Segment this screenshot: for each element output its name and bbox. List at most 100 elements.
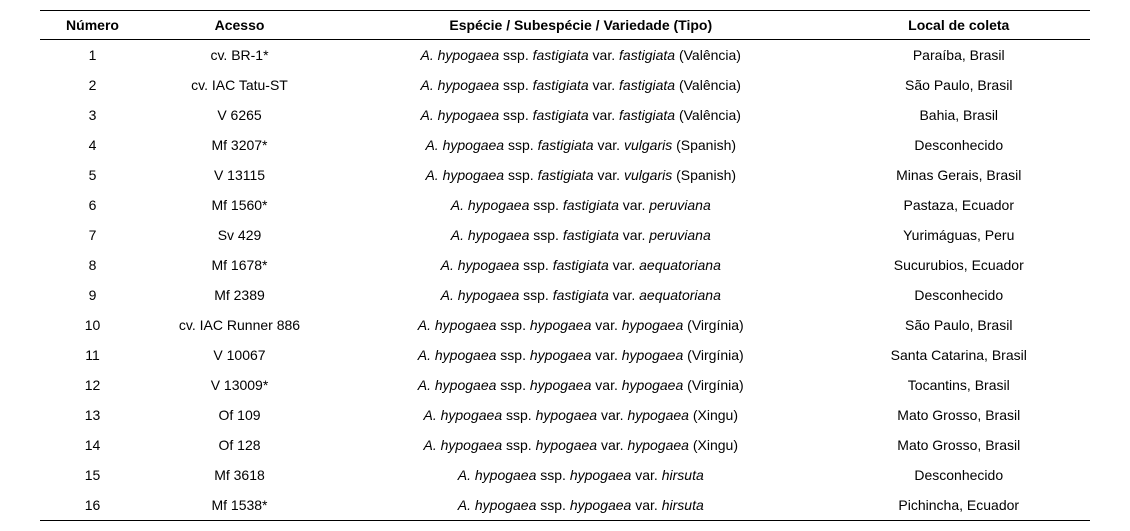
subspecies-name: hypogaea xyxy=(570,467,632,483)
variety-name: vulgaris xyxy=(624,137,672,153)
var-label: var. xyxy=(591,347,621,363)
cell-acesso: V 13009* xyxy=(145,370,334,400)
cell-numero: 12 xyxy=(40,370,145,400)
table-row: 8Mf 1678*A. hypogaea ssp. fastigiata var… xyxy=(40,250,1090,280)
type-label: (Valência) xyxy=(675,77,741,93)
cell-acesso: V 13115 xyxy=(145,160,334,190)
cell-local: Desconhecido xyxy=(828,280,1091,310)
subspecies-name: fastigiata xyxy=(533,107,589,123)
cell-acesso: Mf 2389 xyxy=(145,280,334,310)
cell-local: Yurimáguas, Peru xyxy=(828,220,1091,250)
ssp-label: ssp. xyxy=(519,257,552,273)
ssp-label: ssp. xyxy=(504,137,537,153)
ssp-label: ssp. xyxy=(504,167,537,183)
species-name: A. hypogaea xyxy=(458,497,537,513)
variety-name: fastigiata xyxy=(619,47,675,63)
variety-name: hypogaea xyxy=(627,437,689,453)
table-row: 9Mf 2389A. hypogaea ssp. fastigiata var.… xyxy=(40,280,1090,310)
cell-acesso: Mf 1560* xyxy=(145,190,334,220)
table-row: 6Mf 1560*A. hypogaea ssp. fastigiata var… xyxy=(40,190,1090,220)
cell-especie: A. hypogaea ssp. fastigiata var. peruvia… xyxy=(334,220,828,250)
cell-especie: A. hypogaea ssp. hypogaea var. hypogaea … xyxy=(334,400,828,430)
var-label: var. xyxy=(594,137,624,153)
ssp-label: ssp. xyxy=(536,467,569,483)
cell-acesso: Of 128 xyxy=(145,430,334,460)
species-name: A. hypogaea xyxy=(451,227,530,243)
var-label: var. xyxy=(589,47,619,63)
type-label: (Virgínia) xyxy=(683,317,743,333)
type-label: (Valência) xyxy=(675,107,741,123)
subspecies-name: fastigiata xyxy=(563,197,619,213)
subspecies-name: hypogaea xyxy=(536,407,598,423)
cell-numero: 11 xyxy=(40,340,145,370)
cell-especie: A. hypogaea ssp. fastigiata var. vulgari… xyxy=(334,130,828,160)
species-name: A. hypogaea xyxy=(421,107,500,123)
variety-name: aequatoriana xyxy=(639,287,721,303)
type-label: (Xingu) xyxy=(689,407,738,423)
subspecies-name: fastigiata xyxy=(553,257,609,273)
species-name: A. hypogaea xyxy=(441,287,520,303)
ssp-label: ssp. xyxy=(502,437,535,453)
type-label: (Xingu) xyxy=(689,437,738,453)
subspecies-name: fastigiata xyxy=(538,167,594,183)
cell-acesso: Sv 429 xyxy=(145,220,334,250)
species-name: A. hypogaea xyxy=(425,137,504,153)
var-label: var. xyxy=(597,407,627,423)
ssp-label: ssp. xyxy=(496,317,529,333)
variety-name: peruviana xyxy=(649,197,711,213)
var-label: var. xyxy=(631,497,661,513)
type-label: (Spanish) xyxy=(672,167,736,183)
cell-especie: A. hypogaea ssp. fastigiata var. fastigi… xyxy=(334,70,828,100)
cell-especie: A. hypogaea ssp. hypogaea var. hypogaea … xyxy=(334,370,828,400)
species-name: A. hypogaea xyxy=(418,317,497,333)
cell-especie: A. hypogaea ssp. hypogaea var. hirsuta xyxy=(334,460,828,490)
ssp-label: ssp. xyxy=(529,197,562,213)
species-name: A. hypogaea xyxy=(458,467,537,483)
cell-local: Minas Gerais, Brasil xyxy=(828,160,1091,190)
table-header-row: Número Acesso Espécie / Subespécie / Var… xyxy=(40,11,1090,40)
type-label: (Spanish) xyxy=(672,137,736,153)
subspecies-name: hypogaea xyxy=(536,437,598,453)
subspecies-name: fastigiata xyxy=(563,227,619,243)
species-name: A. hypogaea xyxy=(451,197,530,213)
accession-table: Número Acesso Espécie / Subespécie / Var… xyxy=(40,10,1090,521)
ssp-label: ssp. xyxy=(499,107,532,123)
var-label: var. xyxy=(594,167,624,183)
cell-local: Pichincha, Ecuador xyxy=(828,490,1091,521)
cell-local: Santa Catarina, Brasil xyxy=(828,340,1091,370)
ssp-label: ssp. xyxy=(519,287,552,303)
cell-numero: 3 xyxy=(40,100,145,130)
species-name: A. hypogaea xyxy=(418,377,497,393)
variety-name: fastigiata xyxy=(619,107,675,123)
header-acesso: Acesso xyxy=(145,11,334,40)
type-label: (Valência) xyxy=(675,47,741,63)
species-name: A. hypogaea xyxy=(423,437,502,453)
ssp-label: ssp. xyxy=(496,377,529,393)
ssp-label: ssp. xyxy=(496,347,529,363)
cell-numero: 14 xyxy=(40,430,145,460)
cell-acesso: Of 109 xyxy=(145,400,334,430)
var-label: var. xyxy=(619,227,649,243)
var-label: var. xyxy=(591,317,621,333)
cell-local: São Paulo, Brasil xyxy=(828,310,1091,340)
var-label: var. xyxy=(589,107,619,123)
ssp-label: ssp. xyxy=(499,47,532,63)
variety-name: hirsuta xyxy=(662,467,704,483)
cell-acesso: cv. IAC Runner 886 xyxy=(145,310,334,340)
var-label: var. xyxy=(589,77,619,93)
var-label: var. xyxy=(619,197,649,213)
subspecies-name: hypogaea xyxy=(530,377,592,393)
cell-acesso: Mf 3207* xyxy=(145,130,334,160)
header-numero: Número xyxy=(40,11,145,40)
cell-numero: 1 xyxy=(40,40,145,71)
table-row: 13Of 109A. hypogaea ssp. hypogaea var. h… xyxy=(40,400,1090,430)
table-row: 12V 13009*A. hypogaea ssp. hypogaea var.… xyxy=(40,370,1090,400)
cell-acesso: V 10067 xyxy=(145,340,334,370)
variety-name: fastigiata xyxy=(619,77,675,93)
species-name: A. hypogaea xyxy=(441,257,520,273)
species-name: A. hypogaea xyxy=(421,77,500,93)
subspecies-name: hypogaea xyxy=(570,497,632,513)
variety-name: peruviana xyxy=(649,227,711,243)
cell-especie: A. hypogaea ssp. fastigiata var. aequato… xyxy=(334,280,828,310)
cell-numero: 4 xyxy=(40,130,145,160)
